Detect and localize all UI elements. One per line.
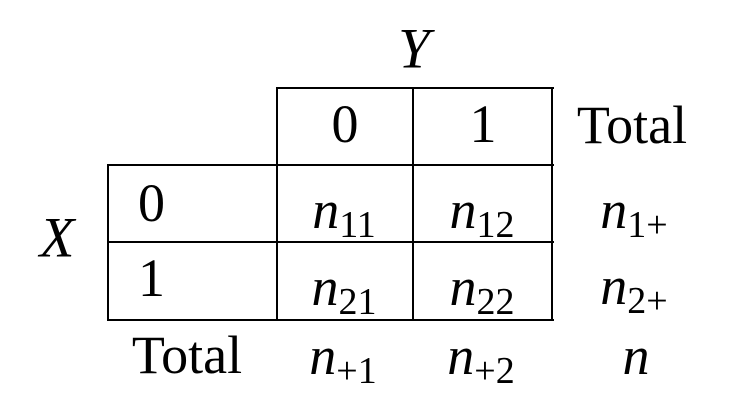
cell-n12: n12 — [449, 180, 515, 244]
cell-col1-total-subscript: +1 — [336, 350, 377, 392]
cell-n11-base: n — [312, 180, 340, 240]
cell-n11-subscript: 11 — [339, 204, 376, 246]
cell-col1-total: n+1 — [309, 326, 376, 390]
row-header-1: 1 — [138, 248, 165, 308]
cell-col2-total-subscript: +2 — [474, 350, 515, 392]
column-header-1: 1 — [469, 94, 497, 154]
table-right-border — [551, 87, 553, 321]
cell-col2-total-base: n — [447, 326, 475, 386]
body-box-bottom-border — [107, 319, 554, 321]
cell-row1-total-base: n — [600, 180, 628, 240]
column-separator-border — [412, 87, 414, 321]
column-total-header: Total — [576, 95, 688, 155]
cell-grand-total-base: n — [622, 326, 650, 386]
cell-col1-total-base: n — [309, 326, 337, 386]
cell-row1-total-subscript: 1+ — [627, 204, 668, 246]
cell-col2-total: n+2 — [447, 326, 514, 390]
cell-n12-base: n — [449, 180, 477, 240]
body-box-top-border — [107, 164, 554, 166]
cell-row2-total-subscript: 2+ — [627, 280, 668, 322]
cell-n22: n22 — [449, 257, 515, 321]
cell-n22-base: n — [449, 257, 477, 317]
cell-row2-total: n2+ — [600, 256, 667, 320]
row-variable-label: X — [39, 206, 75, 270]
cell-n22-subscript: 22 — [476, 281, 515, 323]
column-header-0: 0 — [331, 94, 359, 154]
cell-n12-subscript: 12 — [476, 204, 515, 246]
cell-grand-total: n — [623, 329, 650, 383]
cell-row2-total-base: n — [600, 256, 628, 316]
row-separator-border — [107, 241, 554, 243]
cell-n21-subscript: 21 — [338, 281, 377, 323]
cell-n11: n11 — [312, 180, 376, 244]
header-box-top-border — [276, 87, 554, 89]
row-header-0: 0 — [138, 173, 165, 233]
cell-row1-total: n1+ — [600, 180, 667, 244]
column-variable-label: Y — [398, 17, 430, 81]
row-total-header: Total — [131, 325, 243, 385]
cell-n21: n21 — [311, 257, 377, 321]
cell-n21-base: n — [311, 257, 339, 317]
data-columns-left-border — [276, 87, 278, 321]
body-box-left-border — [107, 164, 109, 321]
